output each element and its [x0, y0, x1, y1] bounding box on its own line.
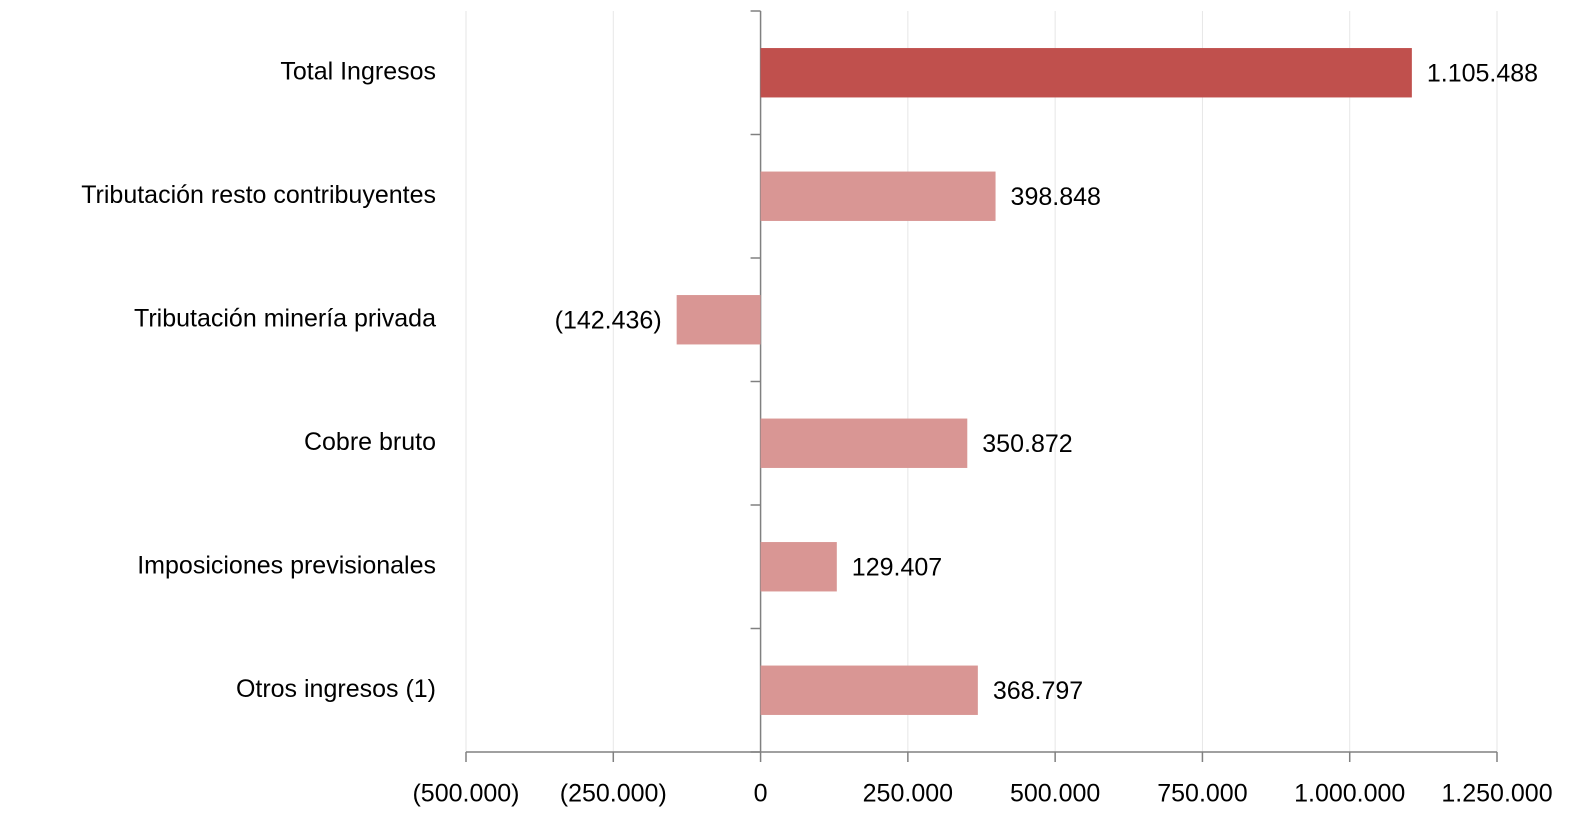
bar [760, 665, 978, 715]
value-label: 1.105.488 [1427, 59, 1538, 87]
x-tick-label: 1.000.000 [1294, 780, 1405, 808]
value-label: (142.436) [555, 306, 662, 334]
y-tick-label: Tributación minería privada [134, 304, 436, 332]
x-tick-label: (250.000) [560, 780, 667, 808]
x-tick-label: 0 [754, 780, 768, 808]
bar [760, 48, 1412, 98]
value-label: 368.797 [993, 677, 1083, 705]
y-tick-label: Total Ingresos [280, 57, 436, 85]
bar [760, 542, 837, 592]
x-tick-label: 500.000 [1010, 780, 1100, 808]
value-label: 129.407 [852, 553, 942, 581]
x-tick-label: 750.000 [1157, 780, 1247, 808]
y-tick-label: Tributación resto contribuyentes [81, 181, 436, 209]
value-label: 350.872 [982, 430, 1072, 458]
y-tick-label: Otros ingresos (1) [236, 675, 436, 703]
bar [760, 171, 996, 221]
bar [760, 418, 968, 468]
y-tick-label: Imposiciones previsionales [137, 551, 436, 579]
y-tick-label: Cobre bruto [304, 428, 436, 456]
value-label: 398.848 [1011, 183, 1101, 211]
x-tick-label: (500.000) [412, 780, 519, 808]
bar [676, 295, 761, 345]
x-tick-label: 250.000 [863, 780, 953, 808]
x-tick-label: 1.250.000 [1441, 780, 1552, 808]
